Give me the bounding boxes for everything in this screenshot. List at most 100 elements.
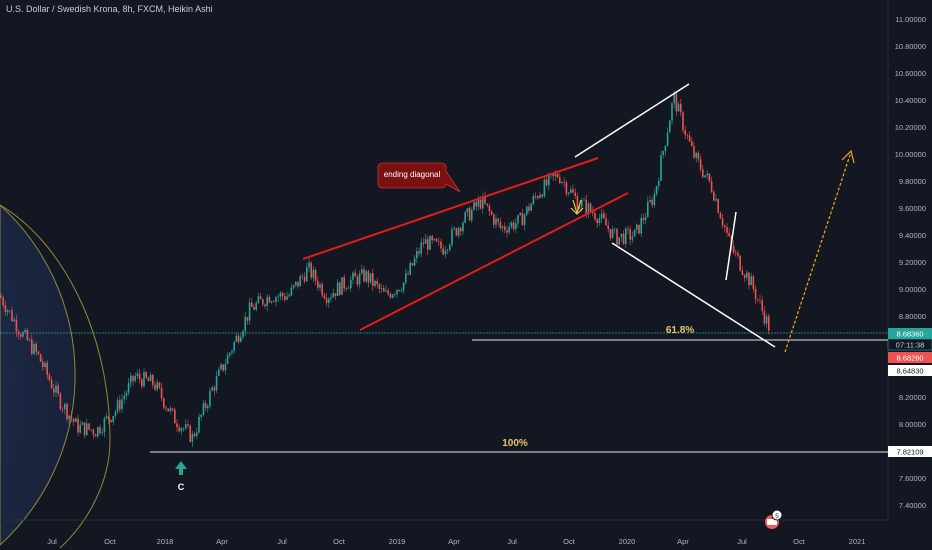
candle-body	[191, 433, 194, 442]
candle-body	[178, 427, 180, 432]
candle-body	[244, 317, 246, 332]
candle-body	[647, 201, 649, 218]
candle-body	[565, 182, 568, 194]
candle-body	[339, 282, 341, 295]
candle-body	[572, 189, 574, 193]
candle-body	[143, 372, 145, 387]
diagonal-upper-line	[302, 157, 599, 260]
candle-body	[215, 375, 218, 391]
candle-body	[457, 227, 460, 236]
candle-body	[330, 297, 332, 299]
candle-body	[22, 331, 24, 337]
candle-body	[636, 224, 638, 230]
candle-body	[378, 284, 381, 289]
candle-body	[587, 203, 590, 214]
candle-body	[702, 169, 704, 178]
candle-body	[380, 288, 383, 289]
time-axis[interactable]: Jul Oct 2018 Apr Jul Oct 2019 Apr Jul Oct 2020 Apr J…	[47, 537, 865, 546]
candle-body	[97, 427, 99, 437]
candle-body	[64, 404, 66, 410]
x-tick-label: Oct	[793, 537, 806, 546]
candle-body	[268, 296, 271, 303]
candle-body	[510, 222, 513, 227]
candle-body	[594, 213, 596, 220]
candle-body	[746, 272, 748, 278]
candle-body	[695, 153, 697, 158]
candle-body	[2, 297, 4, 306]
candle-body	[119, 400, 121, 410]
candle-body	[413, 258, 416, 266]
candle-body	[453, 228, 455, 230]
candle-body	[57, 385, 59, 394]
candle-body	[444, 250, 447, 255]
price-axis[interactable]: 11.00000 10.80000 10.60000 10.40000 10.20000…	[895, 15, 926, 510]
price-label-current: 8.68360	[888, 328, 932, 339]
candle-body	[726, 227, 728, 233]
candle-body	[592, 211, 594, 214]
candle-body	[121, 399, 123, 410]
x-tick-label: 2020	[619, 537, 636, 546]
candle-body	[92, 429, 95, 435]
y-tick-label: 7.60000	[899, 474, 926, 483]
candle-body	[72, 418, 75, 422]
candle-body	[6, 310, 9, 313]
candle-body	[372, 273, 374, 286]
candle-body	[605, 218, 607, 226]
candle-body	[449, 244, 451, 250]
candle-body	[644, 217, 647, 221]
candle-body	[625, 228, 627, 244]
candle-body	[627, 228, 629, 230]
candle-body	[154, 384, 156, 390]
candle-body	[79, 424, 81, 433]
candle-body	[684, 130, 686, 135]
candle-body	[103, 418, 106, 433]
y-tick-label: 9.80000	[899, 177, 926, 186]
candle-body	[180, 428, 183, 432]
candle-body	[519, 213, 521, 216]
candle-body	[653, 193, 656, 206]
candle-body	[741, 270, 744, 275]
candle-body	[369, 273, 372, 283]
candle-body	[385, 290, 387, 292]
candle-body	[622, 233, 625, 244]
candle-body	[706, 173, 708, 176]
wave-small-line	[725, 211, 737, 281]
candle-body	[735, 252, 737, 254]
candle-body	[44, 362, 46, 367]
candle-body	[559, 177, 561, 183]
candle-body	[651, 200, 653, 206]
candle-body	[611, 229, 614, 238]
candle-body	[662, 151, 664, 156]
candle-body	[202, 403, 205, 415]
candle-body	[576, 195, 579, 209]
candle-body	[275, 297, 277, 303]
candle-body	[68, 415, 70, 420]
candle-body	[240, 337, 242, 342]
candle-body	[504, 226, 506, 231]
candle-body	[693, 146, 695, 158]
candle-body	[235, 335, 238, 342]
candle-body	[671, 103, 673, 121]
candle-body	[198, 416, 200, 433]
candle-body	[387, 290, 389, 295]
candle-body	[405, 273, 407, 283]
candle-body	[713, 191, 715, 201]
candle-body	[616, 228, 618, 245]
candle-body	[156, 382, 158, 390]
alert-icon[interactable]: 5	[765, 509, 783, 529]
candle-body	[759, 299, 761, 301]
candle-body	[0, 295, 2, 298]
candle-body	[710, 181, 713, 192]
candle-body	[169, 408, 172, 412]
candle-body	[768, 316, 770, 331]
candle-body	[299, 276, 301, 287]
candle-body	[589, 203, 592, 212]
candle-body	[686, 134, 689, 136]
candle-body	[497, 218, 499, 222]
price-label-fib-100: 7.82109	[888, 446, 932, 457]
x-tick-label: Jul	[507, 537, 517, 546]
candle-body	[407, 273, 409, 275]
candle-body	[398, 289, 400, 292]
x-tick-label: 2021	[849, 537, 866, 546]
